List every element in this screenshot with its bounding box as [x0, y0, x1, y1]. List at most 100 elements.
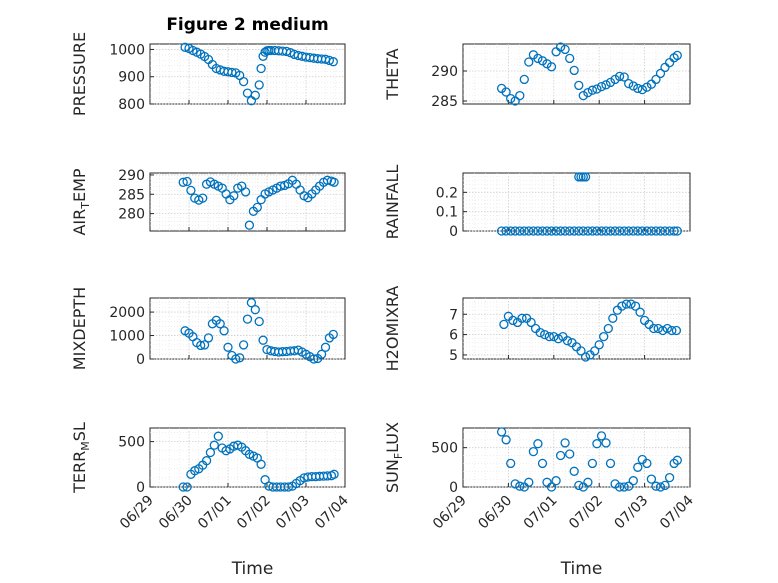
data-point: [655, 68, 666, 79]
data-point: [619, 226, 629, 236]
data-point: [628, 81, 638, 91]
y-tick-label: 2000: [109, 305, 145, 321]
data-point: [250, 305, 260, 315]
data-point: [583, 226, 593, 236]
data-point: [528, 226, 539, 236]
data-point: [633, 226, 643, 236]
data-point: [555, 226, 566, 236]
data-point: [242, 314, 253, 324]
data-point: [199, 340, 210, 350]
data-point: [669, 226, 679, 236]
x-tick-label: 07/01: [195, 493, 235, 533]
y-tick-label: 0.1: [436, 205, 458, 221]
data-point: [198, 193, 208, 203]
data-point: [496, 427, 507, 437]
y-tick-label: 280: [118, 207, 145, 223]
data-point: [655, 226, 666, 236]
data-point: [578, 482, 588, 492]
data-point: [560, 226, 570, 236]
data-point: [605, 458, 616, 469]
data-point: [250, 90, 260, 100]
data-point: [215, 319, 225, 329]
subplot-theta: 285 290 THETA: [383, 42, 691, 110]
data-point: [596, 226, 607, 236]
data-point: [524, 57, 534, 67]
data-point: [662, 323, 672, 334]
data-point: [240, 187, 251, 197]
data-point: [592, 439, 602, 449]
data-point: [672, 226, 682, 236]
data-point: [510, 226, 520, 236]
data-point: [628, 476, 638, 486]
data-point: [617, 301, 627, 311]
data-point: [501, 87, 511, 97]
data-point: [244, 220, 255, 230]
data-point: [562, 336, 573, 346]
y-tick-label: 500: [118, 435, 145, 451]
y-tick-label: 290: [118, 168, 145, 184]
data-point: [526, 317, 536, 328]
data-point: [605, 226, 616, 236]
data-point: [524, 226, 534, 236]
data-point: [508, 315, 518, 326]
data-point: [608, 313, 618, 323]
data-point: [565, 449, 575, 459]
data-point: [626, 299, 636, 309]
data-point: [569, 226, 579, 236]
data-point: [549, 331, 559, 342]
data-point: [205, 447, 216, 458]
data-point: [635, 307, 645, 317]
data-point: [569, 466, 579, 476]
data-point: [651, 226, 661, 236]
data-point: [642, 226, 652, 236]
data-point: [551, 226, 561, 236]
data-point: [546, 482, 557, 492]
data-point: [555, 42, 566, 52]
data-point: [515, 90, 525, 101]
data-point: [322, 471, 333, 481]
y-tick-label: 800: [118, 97, 145, 113]
y-tick-label: 0.2: [436, 185, 458, 201]
data-point: [592, 226, 602, 236]
x-tick-label: 06/29: [117, 493, 157, 533]
data-point: [281, 46, 292, 57]
data-point: [672, 455, 682, 465]
data-point: [576, 346, 586, 356]
y-axis-label: SUNFLUX: [383, 422, 405, 493]
data-point: [519, 74, 529, 85]
data-point: [537, 226, 548, 236]
y-tick-label: 6: [449, 328, 458, 344]
data-point: [524, 477, 534, 487]
y-tick-label: 0: [449, 480, 458, 496]
y-tick-label: 0: [136, 480, 145, 496]
data-point: [223, 342, 233, 352]
y-tick-label: 1000: [109, 329, 145, 345]
data-point: [542, 226, 552, 236]
data-point: [258, 335, 268, 345]
data-point: [655, 482, 666, 492]
data-point: [252, 202, 262, 213]
data-point: [605, 77, 616, 88]
data-point: [515, 226, 525, 236]
y-axis-label: RAINFALL: [383, 165, 402, 240]
data-point: [669, 458, 679, 469]
x-tick-label: 07/04: [312, 492, 352, 532]
x-tick-label: 07/01: [521, 493, 561, 533]
data-point: [254, 316, 264, 327]
data-point: [633, 83, 643, 94]
data-point: [506, 458, 516, 469]
data-point: [601, 226, 611, 236]
data-point: [621, 299, 632, 309]
data-point: [560, 44, 570, 55]
data-point: [506, 93, 516, 104]
data-point: [653, 323, 663, 334]
data-point: [517, 313, 527, 323]
subplot-air-temp: 280 285 290 AIRTEMP: [70, 168, 346, 236]
subplot-terr-msl: 0 500 TERRMSL 06/29 06/30 07/01 07/02 07/03 07/0…: [70, 422, 352, 579]
data-point: [601, 80, 611, 90]
data-point: [238, 76, 249, 87]
data-point: [329, 469, 339, 479]
data-point: [619, 72, 629, 82]
data-point: [238, 340, 249, 350]
